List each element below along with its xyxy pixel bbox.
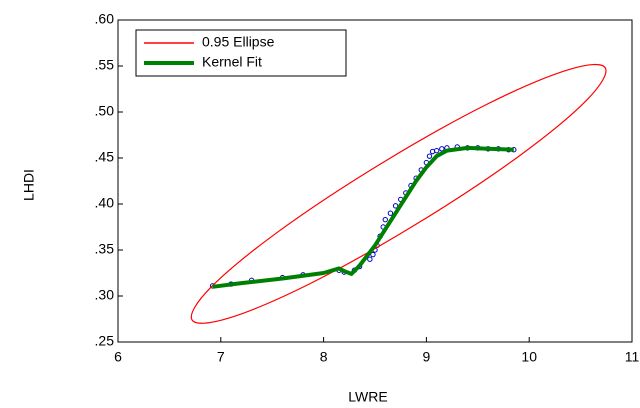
data-point — [370, 251, 376, 258]
x-tick-label: 9 — [423, 349, 431, 365]
data-point — [382, 216, 388, 223]
y-tick-label: .25 — [95, 333, 115, 349]
x-tick-label: 11 — [625, 349, 640, 365]
plot-frame — [117, 19, 633, 343]
y-tick-label: .30 — [95, 287, 115, 303]
y-axis-label: LHDI — [21, 169, 37, 201]
data-point — [392, 203, 399, 209]
y-tick-label: .35 — [95, 241, 115, 257]
data-point — [387, 210, 394, 216]
data-point — [426, 153, 433, 159]
y-tick-label: .40 — [95, 195, 115, 211]
legend-box — [135, 29, 347, 77]
legend-label: Kernel Fit — [202, 54, 262, 70]
y-tick-label: .60 — [95, 11, 115, 27]
data-point — [433, 147, 440, 154]
x-tick-label: 10 — [521, 349, 537, 365]
data-point — [367, 256, 373, 262]
legend-label: 0.95 Ellipse — [202, 34, 275, 50]
y-tick-label: .45 — [95, 149, 115, 165]
y-tick-label: .50 — [95, 103, 115, 119]
x-tick-label: 6 — [114, 349, 122, 365]
kernel-fit-line — [212, 145, 514, 289]
x-axis-label: LWRE — [348, 389, 387, 405]
y-tick-label: .55 — [95, 57, 115, 73]
data-point — [439, 146, 445, 152]
x-tick-label: 8 — [320, 349, 328, 365]
x-tick-label: 7 — [217, 349, 225, 365]
ellipse — [190, 63, 607, 324]
